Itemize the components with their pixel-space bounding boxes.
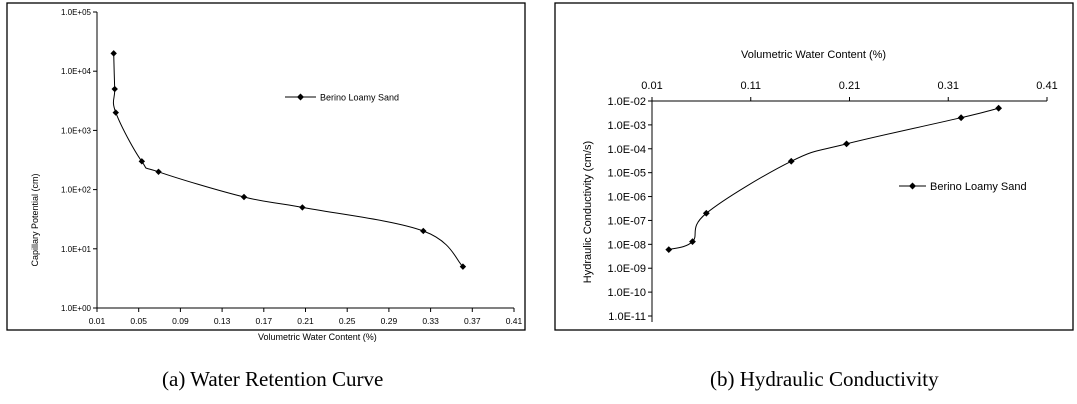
chart-a-x-tick-label: 0.21 (297, 316, 314, 326)
chart-a-series-line (112, 53, 464, 267)
chart-a-x-tick-label: 0.33 (422, 316, 439, 326)
chart-a-y-tick-label: 1.0E+02 (61, 186, 92, 195)
chart-b-y-tick-label: 1.0E-04 (607, 144, 646, 156)
chart-b-frame (554, 2, 1074, 331)
chart-a-x-tick-label: 0.09 (172, 316, 189, 326)
chart-a-legend-label: Berino Loamy Sand (320, 93, 399, 103)
chart-a-frame (6, 2, 526, 331)
chart-a-legend: Berino Loamy Sand (285, 93, 399, 103)
chart-b-y-tick-label: 1.0E-09 (607, 263, 646, 275)
chart-a-x-tick-label: 0.17 (256, 316, 273, 326)
chart-a-x-axis-title: Volumetric Water Content (%) (258, 332, 377, 342)
chart-b-data-point (702, 209, 710, 217)
hydraulic-conductivity-chart: 1.0E-02 1.0E-03 1.0E-04 1.0E-05 1.0E-06 1.0E-… (554, 2, 1074, 331)
chart-a-data-point (110, 50, 117, 57)
chart-b-data-point (787, 157, 795, 165)
caption-a: (a) Water Retention Curve (162, 367, 383, 391)
chart-a-data-point (299, 204, 306, 211)
chart-b-data-point (957, 114, 965, 122)
chart-b-data-point (689, 238, 696, 246)
chart-b-y-tick-label: 1.0E-08 (607, 239, 646, 251)
chart-b-y-tick-label: 1.0E-02 (607, 96, 646, 108)
chart-a-y-tick-label: 1.0E+05 (61, 8, 92, 17)
chart-a-data-point (155, 168, 162, 175)
chart-b-x-tick-label: 0.31 (938, 80, 959, 92)
chart-b-y-tick-label: 1.0E-10 (607, 287, 646, 299)
chart-b-x-tick-label: 0.11 (740, 80, 761, 92)
chart-b-y-tick-label: 1.0E-07 (607, 215, 646, 227)
chart-a-legend-marker (297, 93, 304, 101)
chart-b-y-tick-label: 1.0E-11 (608, 311, 646, 323)
chart-a-x-tick-label: 0.05 (130, 316, 147, 326)
chart-b-x-axis-title: Volumetric Water Content (%) (741, 49, 886, 61)
chart-b-data-point (665, 246, 673, 254)
chart-a-y-tick-label: 1.0E+03 (61, 126, 92, 135)
chart-a-data-point (111, 85, 118, 93)
chart-a-x-tick-label: 0.41 (506, 316, 523, 326)
chart-a-y-tick-label: 1.0E+04 (61, 67, 92, 76)
chart-a-x-tick-label: 0.29 (381, 316, 398, 326)
chart-b-x-tick-label: 0.41 (1036, 80, 1057, 92)
chart-a-x-tick-label: 0.13 (214, 316, 231, 326)
chart-a-y-tick-label: 1.0E+00 (61, 304, 92, 313)
chart-a-x-tick-label: 0.01 (89, 316, 106, 326)
chart-b-data-point (995, 104, 1003, 112)
chart-a-y-axis-title: Capillary Potential (cm) (30, 173, 40, 266)
chart-b-y-tick-label: 1.0E-03 (607, 120, 646, 132)
chart-b-data-point (843, 140, 850, 148)
chart-b-x-tick-label: 0.21 (839, 80, 860, 92)
chart-b-legend-label: Berino Loamy Sand (930, 181, 1027, 193)
chart-a-x-tick-label: 0.25 (339, 316, 356, 326)
caption-b: (b) Hydraulic Conductivity (710, 367, 939, 391)
chart-b-y-tick-label: 1.0E-06 (607, 192, 646, 204)
chart-b-legend: Berino Loamy Sand (899, 181, 1027, 193)
chart-a-x-tick-label: 0.37 (464, 316, 481, 326)
water-retention-chart: 1.0E+00 1.0E+01 1.0E+02 1.0E+03 1.0E+04 1.0E+… (6, 2, 526, 342)
chart-b-y-tick-label: 1.0E-05 (607, 168, 646, 180)
chart-a-data-point (112, 109, 119, 116)
chart-a-data-point (459, 263, 467, 270)
chart-b-y-axis-title: Hydraulic Conductivity (cm/s) (582, 141, 594, 283)
chart-a-data-point (420, 227, 427, 235)
chart-a-data-point (138, 158, 146, 165)
chart-a-y-tick-label: 1.0E+01 (61, 245, 92, 254)
chart-b-x-tick-label: 0.01 (641, 80, 662, 92)
chart-a-data-point (240, 193, 248, 201)
chart-b-legend-marker (909, 182, 916, 190)
